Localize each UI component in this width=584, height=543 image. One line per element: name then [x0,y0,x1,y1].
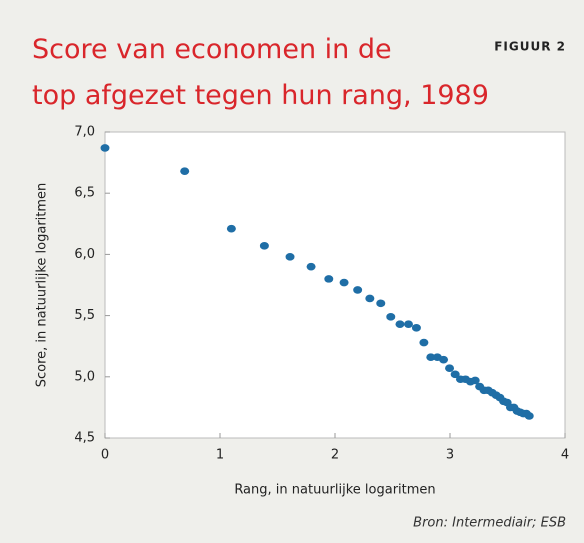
point [403,320,413,328]
point [180,167,190,175]
source: Bron: Intermediair; ESB [413,516,566,531]
point [426,353,436,362]
point [226,224,236,233]
x-tick-label: 1 [216,448,224,463]
y-tick-label: 6,5 [74,186,95,201]
point [411,324,421,332]
point [259,242,269,250]
y-tick-label: 5,0 [74,369,95,384]
y-axis-label: Score, in natuurlijke logaritmen [35,183,50,388]
figure-label: FIGUUR 2 [494,40,566,54]
chart-title: Score van economen in de top afgezet tege… [32,34,489,111]
point [100,144,110,152]
point [339,278,349,287]
point [376,299,386,308]
point [285,253,295,261]
point [439,355,449,364]
point [395,320,405,328]
x-tick-label: 0 [101,448,109,463]
point [445,364,455,373]
y-tick-label: 7,0 [74,125,95,140]
x-tick-label: 3 [446,448,454,463]
point [353,286,363,294]
x-axis-label: Rang, in natuurlijke logaritmen [234,483,435,498]
point [450,370,460,379]
point [324,275,334,283]
point [365,294,375,303]
y-tick-label: 6,0 [74,247,95,262]
point [470,376,480,385]
point [306,262,316,271]
y-tick-label: 5,5 [74,308,95,323]
point [419,338,429,347]
y-tick-label: 4,5 [74,431,95,446]
point [386,313,396,321]
x-tick-label: 2 [331,448,339,463]
point [524,412,534,420]
x-tick-label: 4 [561,448,569,463]
